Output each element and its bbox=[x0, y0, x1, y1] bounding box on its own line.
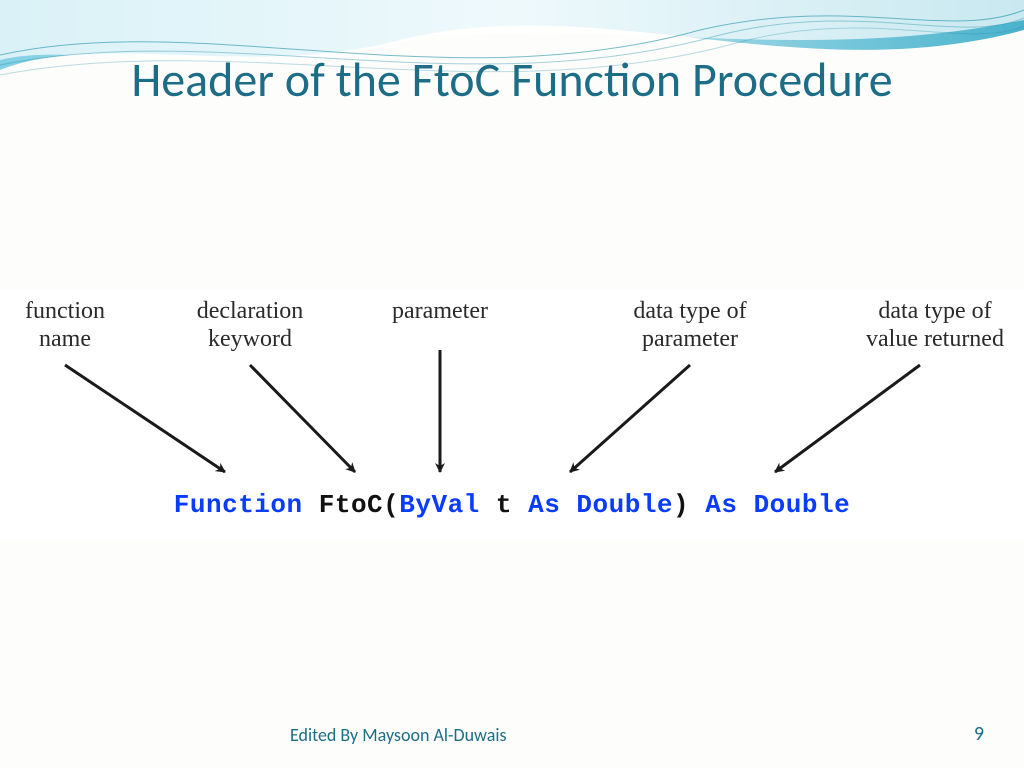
code-function-header: Function FtoC(ByVal t As Double) As Doub… bbox=[0, 490, 1024, 520]
function-header-diagram: Function FtoC(ByVal t As Double) As Doub… bbox=[0, 290, 1024, 540]
annotation-declaration-keyword: declaration keyword bbox=[175, 298, 325, 353]
code-token: Function bbox=[174, 490, 319, 520]
code-token: t bbox=[496, 490, 528, 520]
footer-credit: Edited By Maysoon Al-Duwais bbox=[290, 724, 507, 746]
code-token: As Double bbox=[705, 490, 850, 520]
code-token: As Double bbox=[528, 490, 673, 520]
code-token: FtoC bbox=[319, 490, 383, 520]
code-token: ( bbox=[383, 490, 399, 520]
annotation-parameter: parameter bbox=[370, 298, 510, 326]
code-token: ) bbox=[673, 490, 705, 520]
page-number: 9 bbox=[974, 722, 984, 746]
code-token: ByVal bbox=[399, 490, 496, 520]
annotation-function-name: function name bbox=[10, 298, 120, 353]
slide-title: Header of the FtoC Function Procedure bbox=[0, 50, 1024, 110]
annotation-data-type-param: data type of parameter bbox=[610, 298, 770, 353]
annotation-data-type-return: data type of value returned bbox=[850, 298, 1020, 353]
